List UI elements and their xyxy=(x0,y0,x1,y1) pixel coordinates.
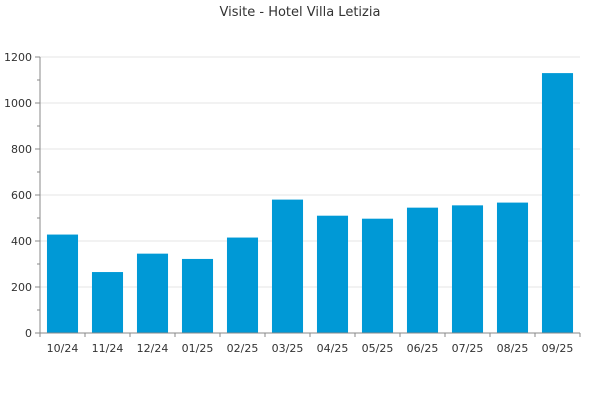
bar-11-24 xyxy=(91,272,124,333)
x-tick-label: 06/25 xyxy=(407,342,439,355)
x-tick-label: 04/25 xyxy=(317,342,349,355)
y-tick-label: 0 xyxy=(25,327,32,340)
x-tick-label: 01/25 xyxy=(182,342,214,355)
x-tick-label: 10/24 xyxy=(47,342,79,355)
x-tick-label: 07/25 xyxy=(452,342,484,355)
y-tick-label: 1200 xyxy=(4,51,32,64)
x-tick-label: 03/25 xyxy=(272,342,304,355)
x-tick-label: 09/25 xyxy=(542,342,574,355)
bar-09-25 xyxy=(541,73,574,333)
y-tick-label: 200 xyxy=(11,281,32,294)
y-axis: 0 200 400 600 800 1000 1200 xyxy=(4,51,41,340)
x-tick-label: 02/25 xyxy=(227,342,259,355)
bar-08-25 xyxy=(496,202,529,333)
y-tick-label: 1000 xyxy=(4,97,32,110)
bar-01-25 xyxy=(181,258,214,333)
bar-06-25 xyxy=(406,207,439,333)
bar-04-25 xyxy=(316,215,349,333)
x-tick-label: 05/25 xyxy=(362,342,394,355)
bar-05-25 xyxy=(361,218,394,333)
y-tick-label: 400 xyxy=(11,235,32,248)
x-axis: 10/24 11/24 12/24 01/25 02/25 03/25 04/25 05/25… xyxy=(39,332,581,355)
bar-03-25 xyxy=(271,199,304,333)
bar-07-25 xyxy=(451,205,484,333)
bar-02-25 xyxy=(226,237,259,333)
x-tick-label: 12/24 xyxy=(137,342,169,355)
y-tick-label: 800 xyxy=(11,143,32,156)
y-tick-label: 600 xyxy=(11,189,32,202)
x-tick-label: 11/24 xyxy=(92,342,124,355)
bars xyxy=(46,73,574,333)
bar-10-24 xyxy=(46,234,79,333)
gridlines xyxy=(40,56,580,288)
bar-12-24 xyxy=(136,253,169,333)
x-tick-label: 08/25 xyxy=(497,342,529,355)
chart-title: Visite - Hotel Villa Letizia xyxy=(220,5,381,20)
